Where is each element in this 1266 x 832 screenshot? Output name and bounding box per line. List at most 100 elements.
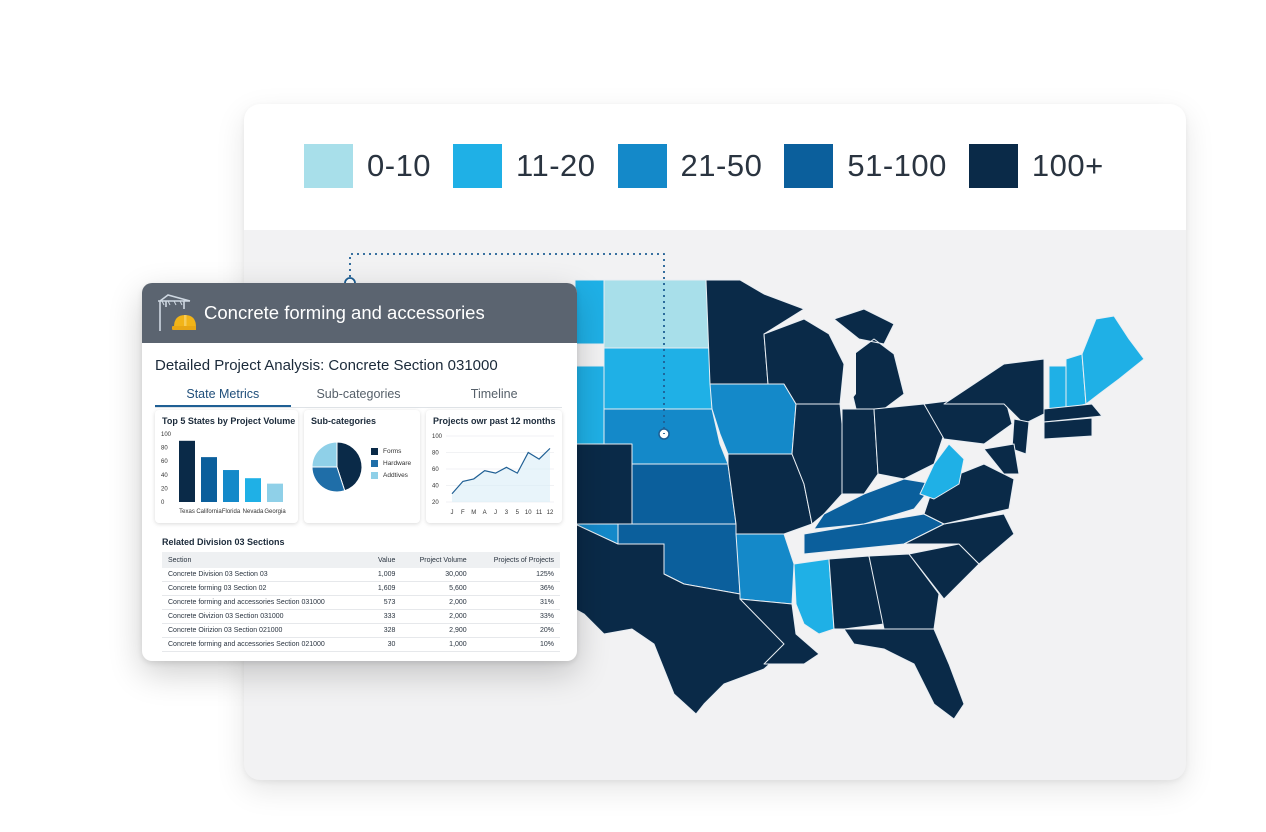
tab-state-metrics[interactable]: State Metrics bbox=[155, 382, 291, 407]
state-maryland-delaware bbox=[983, 443, 1020, 475]
crane-helmet-icon bbox=[158, 294, 196, 331]
x-tick-label: 12 bbox=[547, 510, 554, 516]
column-header[interactable]: Projects of Projects bbox=[472, 552, 560, 568]
table-cell: 125% bbox=[472, 568, 560, 582]
table-row[interactable]: Concrete forming 03 Section 02 1,609 5,600… bbox=[162, 581, 560, 596]
table-cell: 33% bbox=[472, 609, 560, 624]
related-sections-title: Related Division 03 Sections bbox=[162, 537, 285, 547]
legend-swatch bbox=[371, 459, 378, 467]
table-row[interactable]: Concrete forming and accessories Section… bbox=[162, 637, 560, 652]
table-cell: Concrete forming and accessories Section… bbox=[162, 595, 366, 610]
top-states-card: Top 5 States by Project Volume 100 80 60 40… bbox=[155, 410, 298, 523]
x-tick-label: Florida bbox=[222, 509, 241, 515]
table-cell: 30,000 bbox=[401, 568, 473, 582]
y-tick-label: 100 bbox=[432, 434, 443, 440]
timeline-card: Projects owr past 12 months 100 80 60 40 20 J… bbox=[426, 410, 562, 523]
y-tick-label: 60 bbox=[432, 467, 439, 473]
x-tick-label: M bbox=[471, 510, 476, 516]
table-cell: Concrete Division 03 Section 03 bbox=[162, 568, 366, 582]
x-tick-label: California bbox=[196, 509, 222, 515]
table-row[interactable]: Concrete forming and accessories Section… bbox=[162, 595, 560, 610]
x-tick-label: Georgia bbox=[264, 509, 286, 515]
pie-legend-label: Hardware bbox=[383, 459, 412, 467]
table-cell: Concrete Oirizion 03 Section 021000 bbox=[162, 623, 366, 638]
table-row[interactable]: Concrete Oivizion 03 Section 031000 333 2,… bbox=[162, 609, 560, 624]
table-cell: 2,000 bbox=[401, 609, 473, 624]
table-cell: 20% bbox=[472, 623, 560, 638]
series-line bbox=[451, 447, 551, 495]
area-fill bbox=[452, 448, 550, 502]
legend-swatch bbox=[617, 144, 667, 188]
timeline-title: Projects owr past 12 months bbox=[433, 416, 556, 426]
legend-bar: 0-10 11-20 21-50 51-100 100+ bbox=[244, 104, 1186, 230]
column-header[interactable]: Value bbox=[365, 552, 402, 568]
table-header-row: Section Value Project Volume Projects of… bbox=[162, 552, 560, 568]
pie-legend-label: Forms bbox=[383, 447, 402, 455]
state-texas bbox=[574, 523, 793, 715]
pie-slice bbox=[311, 466, 346, 493]
y-tick-label: 20 bbox=[432, 500, 439, 506]
table-cell: 2,000 bbox=[401, 595, 473, 610]
x-tick-label: J bbox=[494, 510, 497, 516]
legend-swatch bbox=[371, 447, 378, 455]
state-connecticut-ri bbox=[1043, 417, 1093, 440]
table-row[interactable]: Concrete Oirizion 03 Section 021000 328 2,… bbox=[162, 623, 560, 638]
column-header[interactable]: Project Volume bbox=[401, 552, 473, 568]
legend-label: 51-100 bbox=[847, 148, 947, 183]
table-cell: 333 bbox=[365, 609, 402, 624]
bar bbox=[223, 470, 239, 502]
column-header[interactable]: Section bbox=[162, 552, 366, 568]
state-alabama bbox=[828, 555, 885, 630]
table-cell: 10% bbox=[472, 637, 560, 652]
state-west-virginia bbox=[919, 443, 965, 500]
legend-label: 100+ bbox=[1031, 148, 1104, 183]
state-kentucky bbox=[813, 478, 935, 530]
legend-swatch bbox=[784, 144, 834, 188]
map-legend: 0-10 11-20 21-50 51-100 100+ bbox=[304, 144, 1126, 188]
table-cell: 573 bbox=[365, 595, 402, 610]
table-cell: 328 bbox=[365, 623, 402, 638]
pie-slice bbox=[336, 441, 363, 492]
x-tick-label: 11 bbox=[536, 510, 543, 516]
pie-legend-item: Hardware bbox=[371, 457, 411, 469]
table-cell: 1,009 bbox=[365, 568, 402, 582]
state-north-dakota bbox=[603, 279, 711, 349]
state-georgia bbox=[868, 553, 940, 630]
table-cell: Concrete forming and accessories Section… bbox=[162, 637, 366, 652]
x-tick-label: 5 bbox=[516, 510, 520, 516]
tab-timeline[interactable]: Timeline bbox=[470, 387, 518, 401]
pie-legend-label: Addtives bbox=[383, 471, 408, 479]
table-cell: 1,609 bbox=[365, 581, 402, 596]
table-cell: 5,600 bbox=[401, 581, 473, 596]
tab-sub-categories[interactable]: Sub-categories bbox=[316, 387, 401, 401]
x-tick-label: 10 bbox=[525, 510, 532, 516]
y-tick-label: 80 bbox=[432, 451, 439, 457]
legend-item-51-100: 51-100 bbox=[784, 144, 947, 188]
x-tick-label: F bbox=[461, 510, 465, 516]
table-cell: 30 bbox=[365, 637, 402, 652]
state-west-top bbox=[574, 279, 605, 345]
map-card: 0-10 11-20 21-50 51-100 100+ bbox=[244, 104, 1186, 780]
table-cell: 1,000 bbox=[401, 637, 473, 652]
state-iowa bbox=[709, 383, 797, 455]
y-tick-label: 80 bbox=[161, 446, 168, 452]
legend-swatch bbox=[453, 144, 503, 188]
state-louisiana bbox=[739, 598, 820, 665]
table-row[interactable]: Concrete Division 03 Section 03 1,009 30,0… bbox=[162, 568, 560, 582]
pie-legend-item: Addtives bbox=[371, 469, 411, 481]
pie-legend-item: Forms bbox=[371, 445, 411, 457]
state-south-dakota bbox=[603, 347, 713, 410]
legend-label: 11-20 bbox=[516, 148, 596, 183]
legend-swatch bbox=[371, 471, 378, 479]
state-colorado bbox=[574, 443, 633, 525]
bar bbox=[245, 478, 261, 502]
subcategories-card: Sub-categories Forms Hardware Addtives bbox=[304, 410, 420, 523]
state-maine bbox=[1081, 315, 1145, 405]
legend-label: 21-50 bbox=[680, 148, 763, 183]
selected-state-marker bbox=[658, 428, 670, 440]
detail-panel: Concrete forming and accessories Detaile… bbox=[142, 283, 577, 661]
legend-item-21-50: 21-50 bbox=[617, 144, 763, 188]
top-states-bar-chart: 100 80 60 40 20 0 Texas California Florida Nevada… bbox=[161, 432, 286, 515]
legend-swatch bbox=[968, 144, 1018, 188]
y-tick-label: 40 bbox=[161, 473, 168, 479]
